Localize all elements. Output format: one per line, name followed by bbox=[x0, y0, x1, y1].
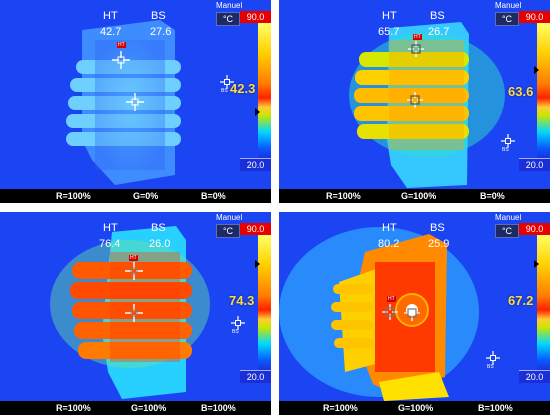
mode-label[interactable]: Manuel bbox=[495, 1, 522, 10]
heatsink-scene-1 bbox=[0, 0, 271, 189]
bs-label: BS bbox=[430, 10, 445, 22]
bs-value: 26.0 bbox=[149, 238, 171, 250]
crosshair-icon bbox=[220, 75, 234, 89]
bs-tag: BS bbox=[221, 88, 228, 94]
bs-value: 26.7 bbox=[428, 26, 450, 38]
color-scale-bar bbox=[537, 23, 550, 159]
thermal-image-2: HT BS 65.7 26.7 HT BS 63.6 Manuel °C 90.… bbox=[279, 0, 550, 189]
rgb-footer: R=100% G=100% B=100% bbox=[0, 401, 271, 415]
scale-max[interactable]: 90.0 bbox=[240, 223, 271, 235]
scale-min[interactable]: 20.0 bbox=[519, 158, 550, 171]
crosshair-icon[interactable] bbox=[111, 50, 131, 70]
scale-min[interactable]: 20.0 bbox=[519, 370, 550, 383]
ht-tag: HT bbox=[117, 42, 126, 48]
r-value: R=100% bbox=[56, 403, 91, 413]
crosshair-icon[interactable] bbox=[124, 261, 144, 281]
scale-max[interactable]: 90.0 bbox=[240, 11, 271, 23]
r-value: R=100% bbox=[323, 403, 358, 413]
thermal-panel-1: HT BS 42.7 27.6 HT BS 42.3 Manuel °C 90.… bbox=[0, 0, 271, 203]
bs-crosshair[interactable]: BS bbox=[485, 350, 501, 371]
ht-tag: HT bbox=[413, 34, 422, 40]
bs-crosshair[interactable]: BS bbox=[230, 315, 246, 336]
heatsink-scene-4 bbox=[279, 212, 550, 401]
crosshair-icon[interactable] bbox=[403, 304, 421, 322]
scale-min[interactable]: 20.0 bbox=[240, 370, 271, 383]
g-value: G=100% bbox=[401, 191, 437, 201]
unit-label[interactable]: °C bbox=[495, 224, 519, 238]
thermal-image-4: HT BS 80.2 25.9 HT BS 67.2 Manuel °C 90.… bbox=[279, 212, 550, 401]
b-value: B=0% bbox=[480, 191, 505, 201]
thermal-panel-3: HT BS 76.4 26.0 HT BS 74.3 Manuel °C 90.… bbox=[0, 212, 271, 415]
ht-value: 65.7 bbox=[378, 26, 400, 38]
crosshair-icon[interactable] bbox=[406, 91, 424, 109]
color-scale-bar bbox=[258, 235, 271, 371]
rgb-footer: R=100% G=100% B=100% bbox=[279, 401, 550, 415]
ht-label: HT bbox=[103, 10, 118, 22]
b-value: B=0% bbox=[201, 191, 226, 201]
crosshair-icon bbox=[501, 134, 515, 148]
scale-marker-icon bbox=[255, 260, 260, 268]
rgb-footer: R=100% G=100% B=0% bbox=[279, 189, 550, 203]
bs-crosshair[interactable]: BS bbox=[219, 74, 235, 95]
crosshair-icon bbox=[231, 316, 245, 330]
g-value: G=100% bbox=[398, 403, 434, 413]
unit-label[interactable]: °C bbox=[216, 12, 240, 26]
crosshair-icon[interactable] bbox=[407, 40, 425, 58]
crosshair-icon[interactable] bbox=[124, 303, 144, 323]
ht-value: 76.4 bbox=[99, 238, 121, 250]
b-value: B=100% bbox=[201, 403, 236, 413]
bs-label: BS bbox=[151, 222, 166, 234]
g-value: G=0% bbox=[133, 191, 159, 201]
scale-max[interactable]: 90.0 bbox=[519, 11, 550, 23]
color-scale-bar bbox=[258, 23, 271, 159]
bs-label: BS bbox=[151, 10, 166, 22]
ht-value: 42.7 bbox=[100, 26, 122, 38]
scale-marker-icon bbox=[534, 66, 539, 74]
bs-tag: BS bbox=[502, 147, 509, 153]
thermal-panel-4: HT BS 80.2 25.9 HT BS 67.2 Manuel °C 90.… bbox=[279, 212, 550, 415]
b-value: B=100% bbox=[478, 403, 513, 413]
bs-crosshair[interactable]: BS bbox=[500, 133, 516, 154]
g-value: G=100% bbox=[131, 403, 167, 413]
thermal-image-1: HT BS 42.7 27.6 HT BS 42.3 Manuel °C 90.… bbox=[0, 0, 271, 189]
ht-label: HT bbox=[382, 10, 397, 22]
color-scale-bar bbox=[537, 235, 550, 371]
ht-label: HT bbox=[103, 222, 118, 234]
current-value: 67.2 bbox=[508, 293, 534, 308]
ht-tag: HT bbox=[129, 255, 138, 261]
ht-tag: HT bbox=[387, 296, 396, 302]
crosshair-icon bbox=[486, 351, 500, 365]
bs-tag: BS bbox=[487, 364, 494, 370]
current-value: 63.6 bbox=[508, 84, 534, 99]
current-value: 42.3 bbox=[230, 81, 256, 96]
r-value: R=100% bbox=[56, 191, 91, 201]
mode-label[interactable]: Manuel bbox=[495, 213, 522, 222]
thermal-image-3: HT BS 76.4 26.0 HT BS 74.3 Manuel °C 90.… bbox=[0, 212, 271, 401]
bs-value: 27.6 bbox=[150, 26, 172, 38]
scale-marker-icon bbox=[255, 108, 260, 116]
bs-tag: BS bbox=[232, 329, 239, 335]
bs-label: BS bbox=[430, 222, 445, 234]
ht-value: 80.2 bbox=[378, 238, 400, 250]
heatsink-scene-3 bbox=[0, 212, 271, 401]
scale-max[interactable]: 90.0 bbox=[519, 223, 550, 235]
crosshair-icon[interactable] bbox=[125, 92, 145, 112]
bs-value: 25.9 bbox=[428, 238, 450, 250]
mode-label[interactable]: Manuel bbox=[216, 213, 243, 222]
current-value: 74.3 bbox=[229, 293, 255, 308]
r-value: R=100% bbox=[326, 191, 361, 201]
unit-label[interactable]: °C bbox=[495, 12, 519, 26]
mode-label[interactable]: Manuel bbox=[216, 1, 243, 10]
scale-min[interactable]: 20.0 bbox=[240, 158, 271, 171]
thermal-panel-2: HT BS 65.7 26.7 HT BS 63.6 Manuel °C 90.… bbox=[279, 0, 550, 203]
unit-label[interactable]: °C bbox=[216, 224, 240, 238]
scale-marker-icon bbox=[534, 260, 539, 268]
rgb-footer: R=100% G=0% B=0% bbox=[0, 189, 271, 203]
ht-label: HT bbox=[382, 222, 397, 234]
crosshair-icon[interactable] bbox=[381, 303, 399, 321]
